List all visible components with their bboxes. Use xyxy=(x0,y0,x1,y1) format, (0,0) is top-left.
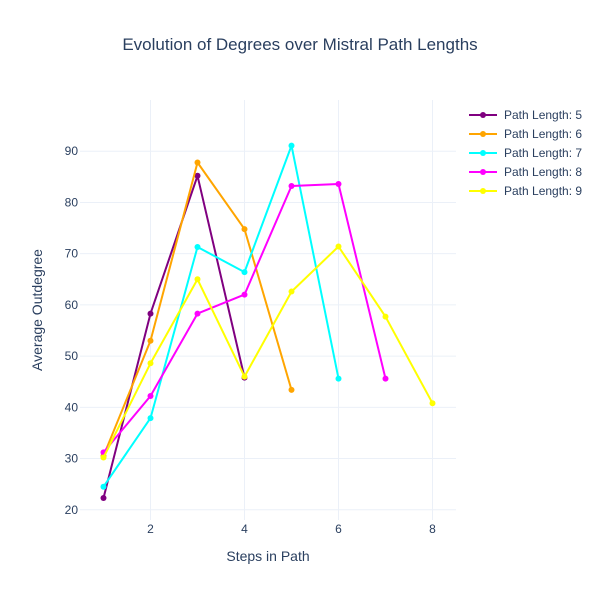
data-point[interactable] xyxy=(241,291,248,298)
chart-title: Evolution of Degrees over Mistral Path L… xyxy=(122,35,477,54)
data-point[interactable] xyxy=(100,454,107,461)
legend-marker-icon xyxy=(480,150,486,156)
legend[interactable]: Path Length: 5 Path Length: 6 Path Length:… xyxy=(469,108,582,198)
legend-marker-icon xyxy=(480,169,486,175)
x-axis: 2 4 6 8 xyxy=(147,522,436,536)
legend-marker-icon xyxy=(480,112,486,118)
series-line[interactable] xyxy=(102,174,246,499)
series-line[interactable] xyxy=(102,245,434,458)
legend-label: Path Length: 6 xyxy=(504,127,582,141)
legend-label: Path Length: 5 xyxy=(504,108,582,122)
y-tick-label: 40 xyxy=(65,400,79,414)
legend-item[interactable]: Path Length: 8 xyxy=(469,165,582,179)
data-point[interactable] xyxy=(288,386,295,393)
data-point[interactable] xyxy=(147,337,154,344)
data-point[interactable] xyxy=(288,183,295,190)
series-3[interactable] xyxy=(100,142,342,490)
y-axis-title: Average Outdegree xyxy=(29,249,45,371)
legend-marker-icon xyxy=(480,131,486,137)
legend-item[interactable]: Path Length: 6 xyxy=(469,127,582,141)
series-line[interactable] xyxy=(102,144,340,488)
data-point[interactable] xyxy=(241,226,248,233)
x-axis-title: Steps in Path xyxy=(226,548,309,564)
legend-label: Path Length: 9 xyxy=(504,184,582,198)
data-point[interactable] xyxy=(100,494,107,501)
data-point[interactable] xyxy=(194,244,201,250)
data-point[interactable] xyxy=(382,313,389,320)
gridlines xyxy=(80,100,456,520)
data-point[interactable] xyxy=(194,276,201,283)
plot-area xyxy=(100,142,436,501)
x-tick-label: 6 xyxy=(335,522,342,536)
legend-label: Path Length: 8 xyxy=(504,165,582,179)
y-tick-label: 60 xyxy=(65,298,79,312)
series-5[interactable] xyxy=(100,243,436,461)
y-tick-label: 90 xyxy=(65,144,79,158)
data-point[interactable] xyxy=(147,360,154,367)
legend-item[interactable]: Path Length: 5 xyxy=(469,108,582,122)
data-point[interactable] xyxy=(335,375,342,382)
y-axis: 20 30 40 50 60 70 80 90 xyxy=(65,144,79,517)
data-point[interactable] xyxy=(241,373,248,380)
y-tick-label: 70 xyxy=(65,247,79,261)
data-point[interactable] xyxy=(429,400,436,407)
legend-item[interactable]: Path Length: 9 xyxy=(469,184,582,198)
x-tick-label: 2 xyxy=(147,522,154,536)
data-point[interactable] xyxy=(288,288,295,295)
data-point[interactable] xyxy=(241,269,248,276)
legend-marker-icon xyxy=(480,188,486,194)
x-tick-label: 8 xyxy=(429,522,436,536)
y-tick-label: 50 xyxy=(65,349,79,363)
data-point[interactable] xyxy=(335,181,342,187)
data-point[interactable] xyxy=(147,393,154,400)
data-point[interactable] xyxy=(147,310,154,317)
data-point[interactable] xyxy=(288,142,295,149)
legend-label: Path Length: 7 xyxy=(504,146,582,160)
data-point[interactable] xyxy=(100,483,107,490)
y-tick-label: 30 xyxy=(65,452,79,466)
data-point[interactable] xyxy=(194,172,201,179)
data-point[interactable] xyxy=(382,375,389,382)
data-point[interactable] xyxy=(335,243,342,250)
data-point[interactable] xyxy=(194,310,201,317)
data-point[interactable] xyxy=(147,415,154,422)
legend-item[interactable]: Path Length: 7 xyxy=(469,146,582,160)
x-tick-label: 4 xyxy=(241,522,248,536)
y-tick-label: 20 xyxy=(65,503,79,517)
y-tick-label: 80 xyxy=(65,195,79,209)
data-point[interactable] xyxy=(194,159,201,166)
